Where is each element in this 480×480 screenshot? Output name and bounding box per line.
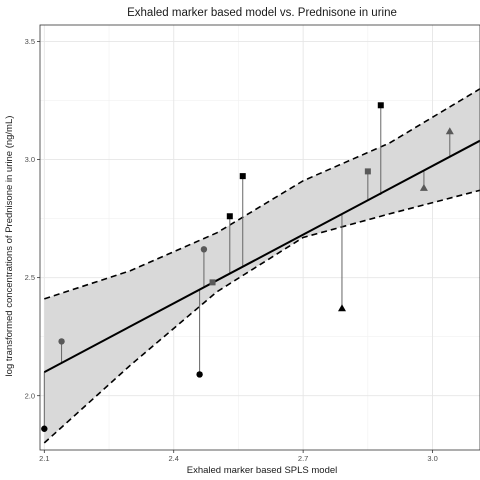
grid-lines <box>40 25 480 450</box>
fit-line <box>43 139 480 373</box>
data-point <box>226 213 233 220</box>
x-axis-ticks: 2.1 2.4 2.7 3.0 <box>39 450 438 463</box>
y-tick-label: 2.5 <box>25 273 35 282</box>
data-point <box>41 425 48 432</box>
data-point <box>377 102 384 109</box>
panel-border <box>39 24 480 451</box>
x-tick-label: 2.4 <box>169 454 179 463</box>
chart-title: Exhaled marker based model vs. Prednison… <box>127 7 397 19</box>
data-point <box>338 304 346 312</box>
data-point <box>200 246 208 253</box>
y-axis-ticks: 2.0 2.5 3.0 3.5 <box>25 24 480 451</box>
x-tick-label: 2.1 <box>39 454 49 463</box>
confidence-band <box>43 88 480 444</box>
fit-line-group <box>43 139 480 373</box>
data-point <box>239 173 246 180</box>
y-tick-label: 3.0 <box>25 155 35 164</box>
data-point <box>209 279 216 286</box>
y-axis-label: log transformed concentrations of Predni… <box>4 116 15 377</box>
confidence-band-area <box>44 88 480 443</box>
x-axis-label: Exhaled marker based SPLS model <box>187 465 338 476</box>
data-point <box>364 168 371 175</box>
data-point <box>196 371 203 378</box>
y-tick-label: 2.0 <box>25 391 35 400</box>
residual-segments <box>43 105 451 429</box>
confidence-upper-line <box>44 88 480 300</box>
x-tick-label: 3.0 <box>427 454 437 463</box>
data-point <box>445 127 454 135</box>
data-points <box>41 102 454 432</box>
x-tick-label: 2.7 <box>298 454 308 463</box>
confidence-lower-line <box>43 189 480 444</box>
data-point <box>58 338 65 345</box>
y-tick-label: 3.5 <box>25 37 35 46</box>
data-point <box>419 183 428 191</box>
